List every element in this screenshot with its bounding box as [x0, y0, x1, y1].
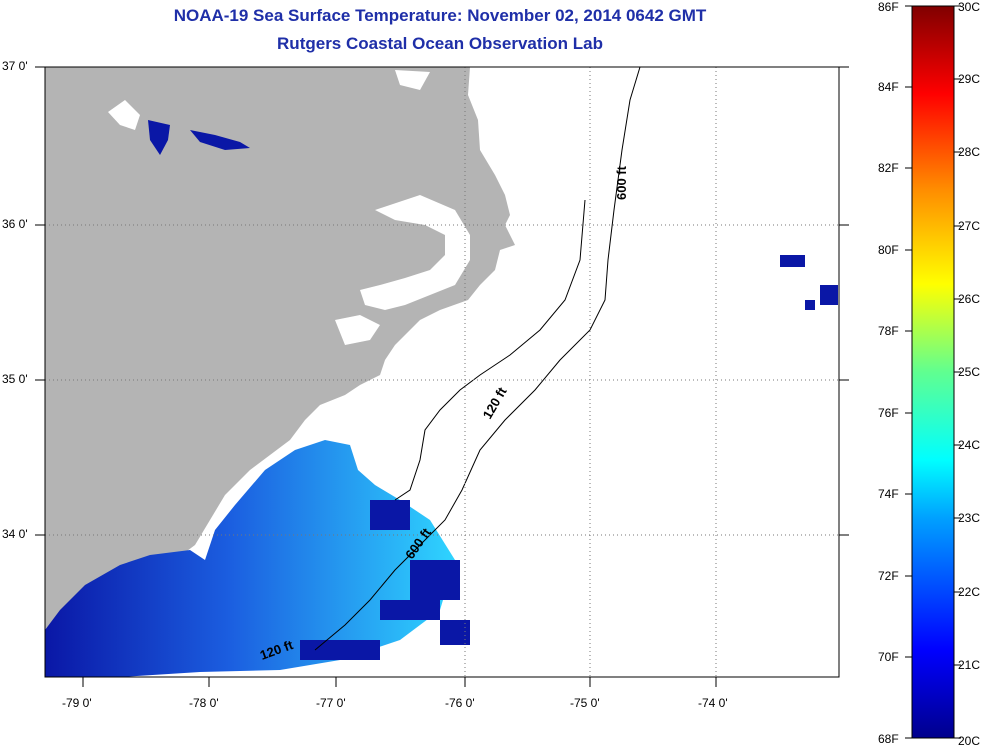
lat-label: 35 0'	[2, 372, 28, 386]
colorbar-f-label: 86F	[878, 0, 899, 14]
lat-label: 36 0'	[2, 217, 28, 231]
colorbar-c-label: 27C	[958, 219, 981, 233]
lon-label: -78 0'	[189, 696, 219, 710]
albemarle-inlet	[108, 100, 140, 130]
colorbar-c-label: 23C	[958, 511, 981, 525]
colorbar-c-label: 24C	[958, 438, 981, 452]
lat-label: 34 0'	[2, 527, 28, 541]
axis-ticks	[35, 66, 849, 687]
colorbar-c-label: 20C	[958, 734, 981, 748]
colorbar-f-label: 74F	[878, 487, 899, 501]
map-subtitle: Rutgers Coastal Ocean Observation Lab	[277, 34, 603, 53]
colorbar-f-label: 70F	[878, 650, 899, 664]
colorbar-c-label: 22C	[958, 585, 981, 599]
map-title: NOAA-19 Sea Surface Temperature: Novembe…	[173, 6, 707, 25]
colorbar-f-label: 78F	[878, 324, 899, 338]
colorbar-c-label: 28C	[958, 145, 981, 159]
sst-scatter	[300, 255, 838, 660]
lat-label: 37 0'	[2, 59, 28, 73]
colorbar-c-label: 21C	[958, 658, 981, 672]
colorbar-f-label: 84F	[878, 80, 899, 94]
contour-600ft	[314, 67, 641, 651]
lon-label: -75 0'	[570, 696, 600, 710]
colorbar-f-label: 82F	[878, 161, 899, 175]
contour-label-600: 600 ft	[614, 165, 629, 200]
colorbar-c-label: 26C	[958, 292, 981, 306]
colorbar-c-label: 30C	[958, 0, 981, 14]
colorbar-f-label: 68F	[878, 732, 899, 746]
colorbar-f-label: 80F	[878, 243, 899, 257]
lon-label: -79 0'	[62, 696, 92, 710]
lon-label: -74 0'	[698, 696, 728, 710]
inland-water	[148, 120, 170, 155]
colorbar-c-label: 25C	[958, 365, 981, 379]
contour-120ft	[394, 199, 586, 501]
map-grid	[45, 67, 839, 677]
colorbar-c-label: 29C	[958, 72, 981, 86]
colorbar-ticks	[905, 5, 961, 739]
colorbar	[911, 5, 955, 739]
colorbar-f-label: 72F	[878, 569, 899, 583]
lon-label: -76 0'	[445, 696, 475, 710]
colorbar-f-label: 76F	[878, 406, 899, 420]
map-frame	[44, 66, 840, 678]
pamlico-sound	[360, 195, 470, 310]
lon-label: -77 0'	[316, 696, 346, 710]
